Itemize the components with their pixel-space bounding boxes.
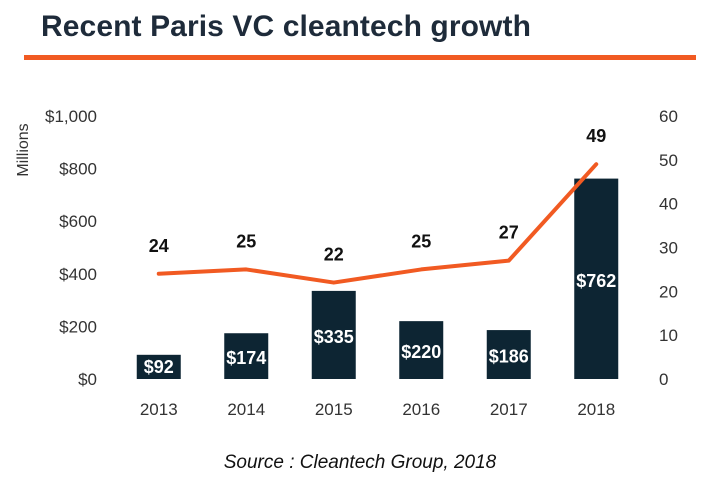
left-y-axis-ticks: $0 $200 $400 $600 $800 $1,000 xyxy=(45,107,97,389)
y-axis-title: Millions xyxy=(15,123,32,176)
y-axis-title-group: Millions xyxy=(15,123,32,176)
x-tick-label: 2015 xyxy=(315,400,353,419)
bar-value-label: $762 xyxy=(576,271,616,291)
line-value-label: 25 xyxy=(236,231,256,251)
y-tick-label: $600 xyxy=(59,212,97,231)
x-axis-ticks: 2013 2014 2015 2016 2017 2018 xyxy=(140,400,615,419)
bar xyxy=(224,333,269,379)
line-data-labels: 24 25 22 25 27 49 xyxy=(149,126,607,264)
y2-tick-label: 50 xyxy=(659,151,678,170)
x-tick-label: 2017 xyxy=(490,400,528,419)
bar-value-label: $92 xyxy=(144,357,174,377)
bar xyxy=(486,330,531,379)
y-tick-label: $0 xyxy=(78,370,97,389)
y2-tick-label: 40 xyxy=(659,195,678,214)
y2-tick-label: 60 xyxy=(659,107,678,126)
x-tick-label: 2016 xyxy=(402,400,440,419)
y-tick-label: $800 xyxy=(59,160,97,179)
y-tick-label: $1,000 xyxy=(45,107,97,126)
y-tick-label: $400 xyxy=(59,265,97,284)
chart-title: Recent Paris VC cleantech growth xyxy=(41,10,532,43)
line-series xyxy=(156,162,599,285)
line-value-label: 49 xyxy=(586,126,606,146)
bar xyxy=(311,290,356,379)
x-tick-label: 2013 xyxy=(140,400,178,419)
y2-tick-label: 30 xyxy=(659,239,678,258)
y2-tick-label: 10 xyxy=(659,326,678,345)
line-value-label: 25 xyxy=(411,231,431,251)
title-underline xyxy=(24,55,696,60)
bar-value-label: $174 xyxy=(226,348,266,368)
source-note: Source : Cleantech Group, 2018 xyxy=(223,452,497,473)
bar-value-label: $220 xyxy=(401,342,441,362)
line-path xyxy=(156,162,599,285)
bar xyxy=(399,321,444,379)
line-value-label: 24 xyxy=(149,236,169,256)
x-tick-label: 2018 xyxy=(577,400,615,419)
line-value-label: 27 xyxy=(499,223,519,243)
bar xyxy=(136,354,181,379)
y-tick-label: $200 xyxy=(59,317,97,336)
bar xyxy=(574,178,619,379)
bar-series xyxy=(136,178,619,379)
line-value-label: 22 xyxy=(324,245,344,265)
bar-data-labels: $92 $174 $335 $220 $186 $762 xyxy=(144,271,617,377)
combo-chart: Millions $0 $200 $400 $600 $800 $1,000 0 10 20 3… xyxy=(15,107,678,419)
right-y-axis-ticks: 0 10 20 30 40 50 60 xyxy=(659,107,678,389)
bar-value-label: $186 xyxy=(489,347,529,367)
bar-value-label: $335 xyxy=(314,327,354,347)
x-tick-label: 2014 xyxy=(227,400,265,419)
y2-tick-label: 0 xyxy=(659,370,668,389)
y2-tick-label: 20 xyxy=(659,282,678,301)
